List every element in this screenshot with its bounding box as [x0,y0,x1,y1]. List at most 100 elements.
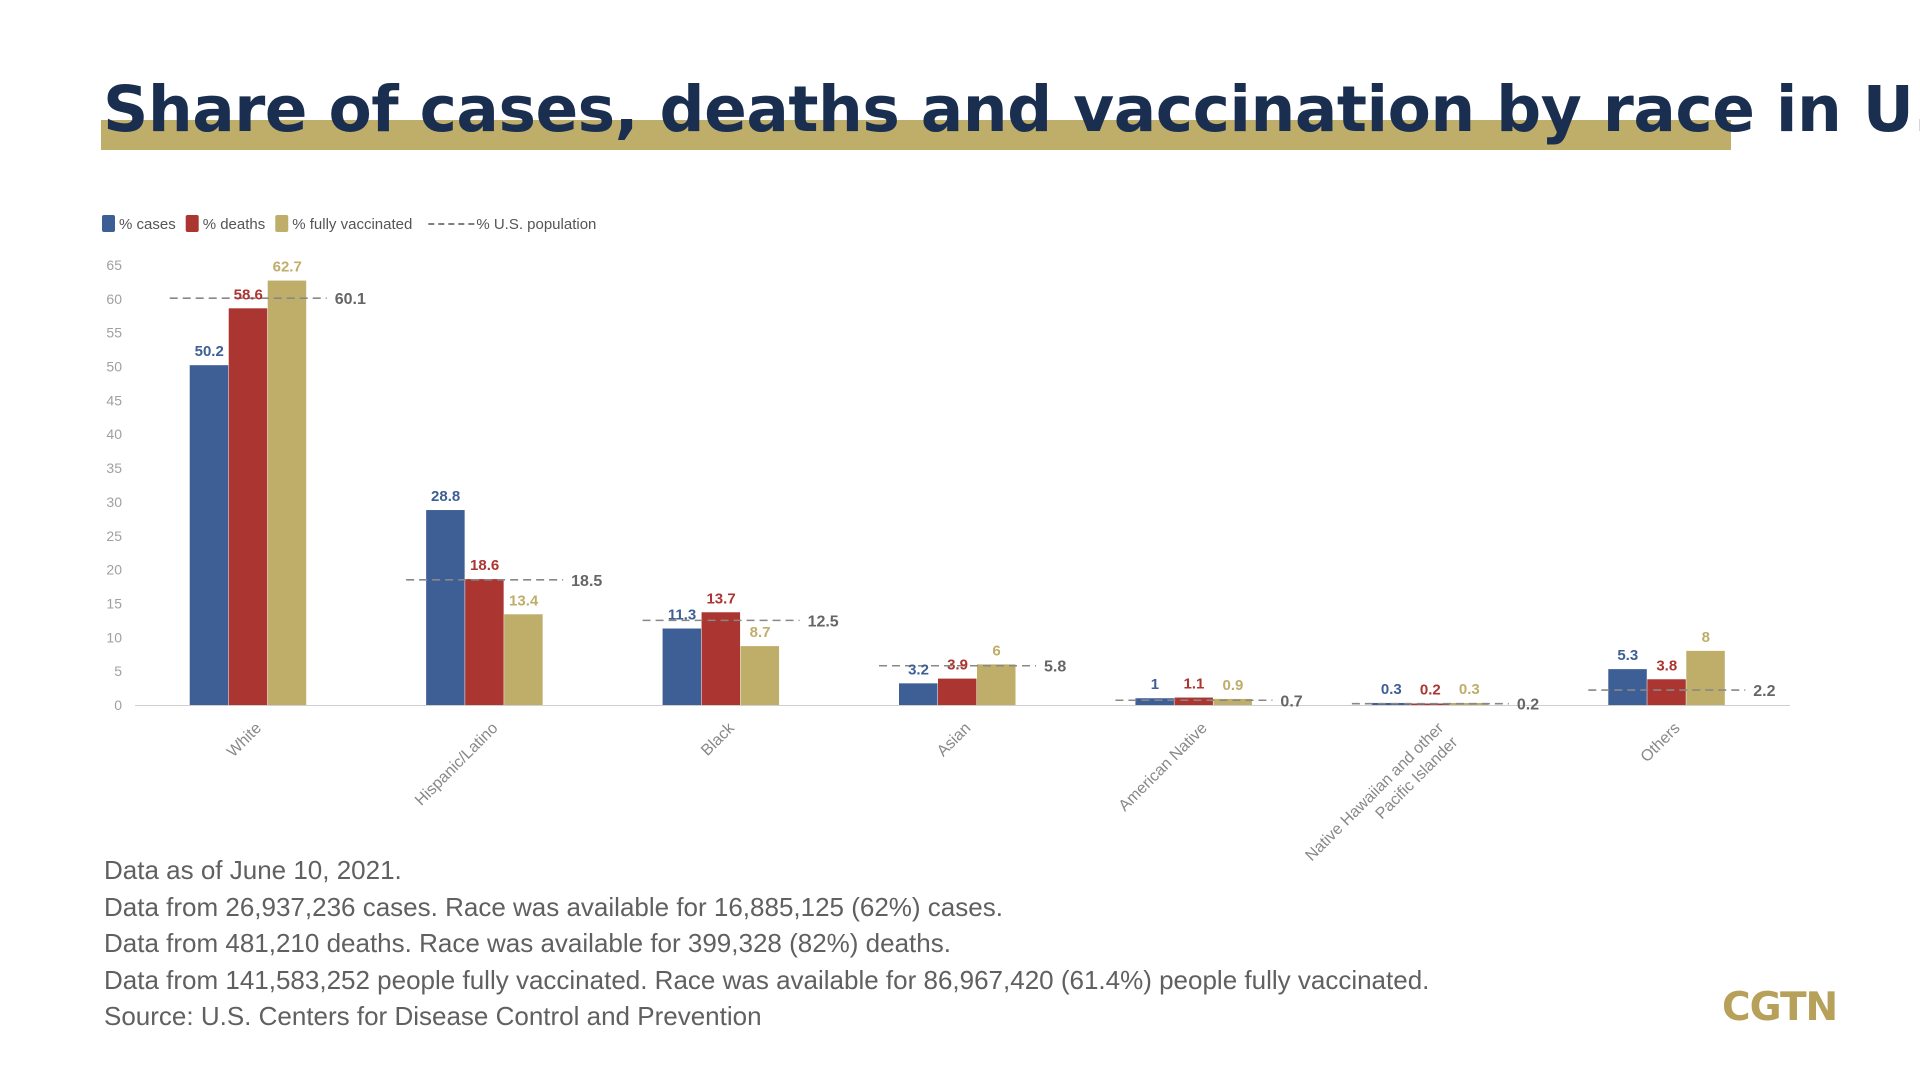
x-tick-label-line: Native Hawaiian and other [1302,719,1447,864]
data-label-cases: 28.8 [431,488,460,505]
title-block: Share of cases, deaths and vaccination b… [101,68,1920,156]
data-label-deaths: 13.7 [706,590,735,607]
legend-item-cases: % cases [102,215,176,233]
category-group: 0.7 1 1.1 0.9 American Native [1115,676,1303,815]
x-tick-label: Asian [934,720,974,760]
legend-item-population: % U.S. population [428,216,596,233]
bar-deaths [228,308,268,705]
x-tick-label: Others [1638,720,1684,766]
population-value-label: 0.2 [1517,697,1539,714]
bar-vaccinated [1213,698,1252,705]
data-label-cases: 5.3 [1617,647,1638,664]
y-tick-label: 60 [106,291,122,307]
bar-deaths [465,579,504,705]
legend-label-deaths: % deaths [203,216,266,233]
y-tick-label: 55 [106,325,122,341]
bar-cases [189,365,229,705]
y-tick-label: 0 [114,697,122,713]
data-label-vaccinated: 0.3 [1459,681,1480,698]
legend-swatch-deaths [185,215,199,232]
bar-vaccinated [1686,650,1725,705]
category-group: 60.1 50.2 58.6 62.7 White [169,259,366,761]
cgtn-logo: CGTN [1722,985,1838,1030]
bar-deaths [1647,679,1686,705]
population-value-label: 12.5 [808,613,839,630]
legend-label-cases: % cases [119,216,176,233]
legend-label-population: % U.S. population [476,216,596,233]
y-tick-label: 35 [106,460,122,476]
data-label-cases: 1 [1151,676,1159,693]
data-label-cases: 3.2 [908,661,929,678]
legend-swatch-cases [102,215,115,232]
x-tick-label: Hispanic/Latino [412,720,501,809]
y-axis: 0 5 10 15 20 25 30 35 40 45 50 55 60 65 [106,257,122,713]
x-tick-label-line: White [224,720,265,761]
data-label-vaccinated: 6 [992,642,1000,659]
population-value-label: 0.7 [1280,693,1302,710]
data-label-deaths: 3.8 [1656,657,1677,674]
data-label-vaccinated: 8 [1702,629,1710,646]
x-tick-label: Black [698,719,738,759]
y-tick-label: 10 [106,629,122,645]
bar-cases [662,628,702,705]
note-deaths: Data from 481,210 deaths. Race was avail… [104,928,951,958]
bar-cases [426,510,465,705]
y-tick-label: 25 [106,528,122,544]
category-group: 2.2 5.3 3.8 8 Others [1588,629,1776,766]
y-tick-label: 20 [106,562,122,578]
title-underline-bar [101,120,1731,150]
population-value-label: 60.1 [335,291,366,308]
population-value-label: 5.8 [1044,659,1066,676]
data-label-vaccinated: 8.7 [750,624,771,641]
data-label-deaths: 18.6 [470,557,499,574]
y-tick-label: 30 [106,494,122,510]
data-label-cases: 0.3 [1381,681,1402,698]
bar-vaccinated [977,664,1016,705]
y-tick-label: 5 [114,663,122,679]
data-label-deaths: 58.6 [234,286,263,303]
data-label-deaths: 1.1 [1183,676,1204,693]
x-tick-label-line: Hispanic/Latino [412,720,501,809]
x-tick-label-line: Asian [934,720,974,760]
legend-swatch-vaccinated [275,215,289,232]
legend-item-vaccinated: % fully vaccinated [275,215,412,233]
data-label-cases: 11.3 [668,607,696,624]
category-group: 18.5 28.8 18.6 13.4 Hispanic/Latino [406,488,602,809]
data-label-vaccinated: 0.9 [1222,677,1243,694]
y-tick-label: 15 [106,595,122,611]
population-value-label: 2.2 [1753,683,1775,700]
x-tick-label: White [224,720,265,761]
bar-deaths [1174,697,1213,705]
note-vaccinated: Data from 141,583,252 people fully vacci… [104,964,1430,995]
bar-cases [1135,698,1174,705]
data-label-cases: 50.2 [195,343,224,360]
x-tick-label: American Native [1116,720,1211,815]
population-value-label: 18.5 [571,573,602,590]
bar-vaccinated [504,614,543,705]
data-label-deaths: 3.9 [947,657,968,674]
category-group: 5.8 3.2 3.9 6 Asian [879,642,1066,760]
note-date: Data as of June 10, 2021. [104,855,402,885]
legend-label-vaccinated: % fully vaccinated [292,216,412,233]
bar-deaths [701,612,741,705]
chart-title: Share of cases, deaths and vaccination b… [103,73,1920,146]
bar-cases [1608,669,1647,705]
bar-vaccinated [740,646,780,705]
category-group: 12.5 11.3 13.7 8.7 Black [642,590,839,759]
data-label-deaths: 0.2 [1420,682,1441,699]
x-tick-label-line: American Native [1116,720,1211,815]
data-label-vaccinated: 13.4 [509,592,539,609]
x-tick-label-line: Others [1638,720,1684,766]
note-cases: Data from 26,937,236 cases. Race was ava… [104,891,1003,922]
bar-chart: % cases % deaths % fully vaccinated % U.S. … [102,215,1790,865]
bar-cases [899,683,938,705]
y-tick-label: 45 [106,392,122,408]
bar-deaths [938,678,977,705]
bar-vaccinated [267,280,307,705]
legend-item-deaths: % deaths [185,215,266,233]
note-source: Source: U.S. Centers for Disease Control… [104,1001,762,1031]
y-tick-label: 40 [106,426,122,442]
legend: % cases % deaths % fully vaccinated % U.S. … [102,215,596,233]
x-tick-label-line: Black [698,719,738,759]
